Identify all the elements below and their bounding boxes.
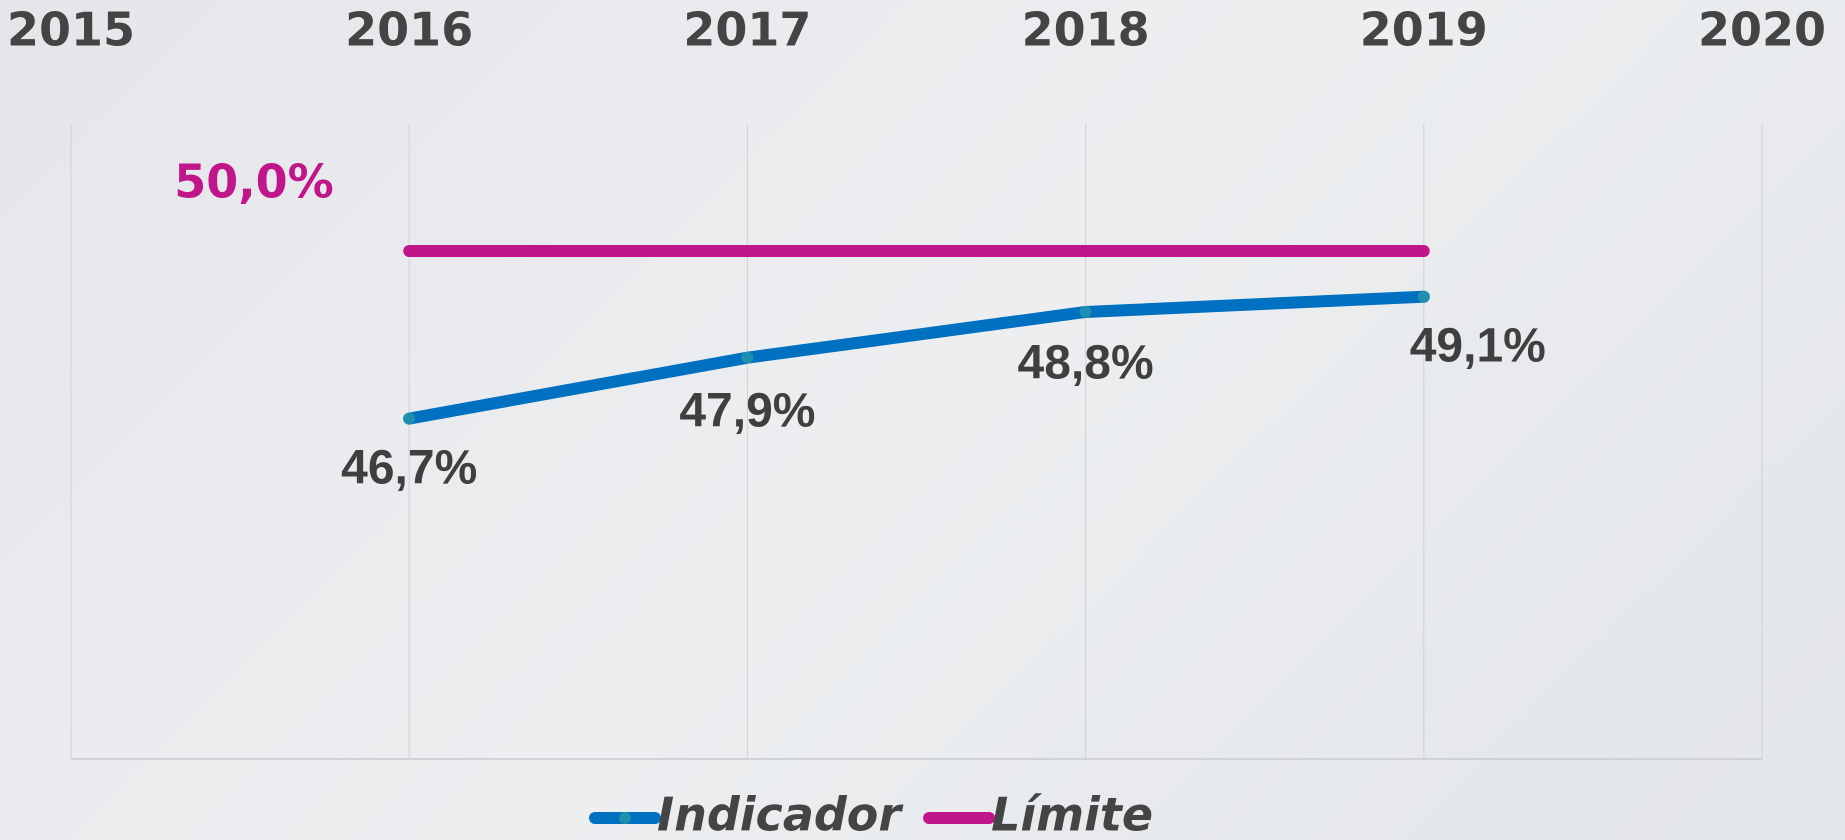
legend-label: Indicador bbox=[657, 788, 904, 840]
legend-label: Límite bbox=[991, 788, 1153, 840]
series-line bbox=[403, 290, 1430, 425]
value-label: 47,9% bbox=[679, 384, 815, 437]
point bbox=[1079, 305, 1092, 318]
value-label: 48,8% bbox=[1018, 337, 1154, 390]
value-label: 50,0% bbox=[174, 155, 334, 209]
x-tick-label: 2018 bbox=[1022, 3, 1150, 57]
value-label: 46,7% bbox=[341, 441, 477, 494]
point bbox=[741, 351, 754, 364]
point bbox=[403, 412, 416, 425]
x-tick-label: 2015 bbox=[7, 3, 135, 57]
value-label: 49,1% bbox=[1410, 319, 1546, 372]
point bbox=[1417, 290, 1430, 303]
x-tick-label: 2016 bbox=[345, 3, 473, 57]
x-tick-label: 2019 bbox=[1360, 3, 1488, 57]
x-tick-label: 2017 bbox=[683, 3, 811, 57]
legend-marker bbox=[619, 812, 631, 824]
x-tick-label: 2020 bbox=[1698, 3, 1826, 57]
